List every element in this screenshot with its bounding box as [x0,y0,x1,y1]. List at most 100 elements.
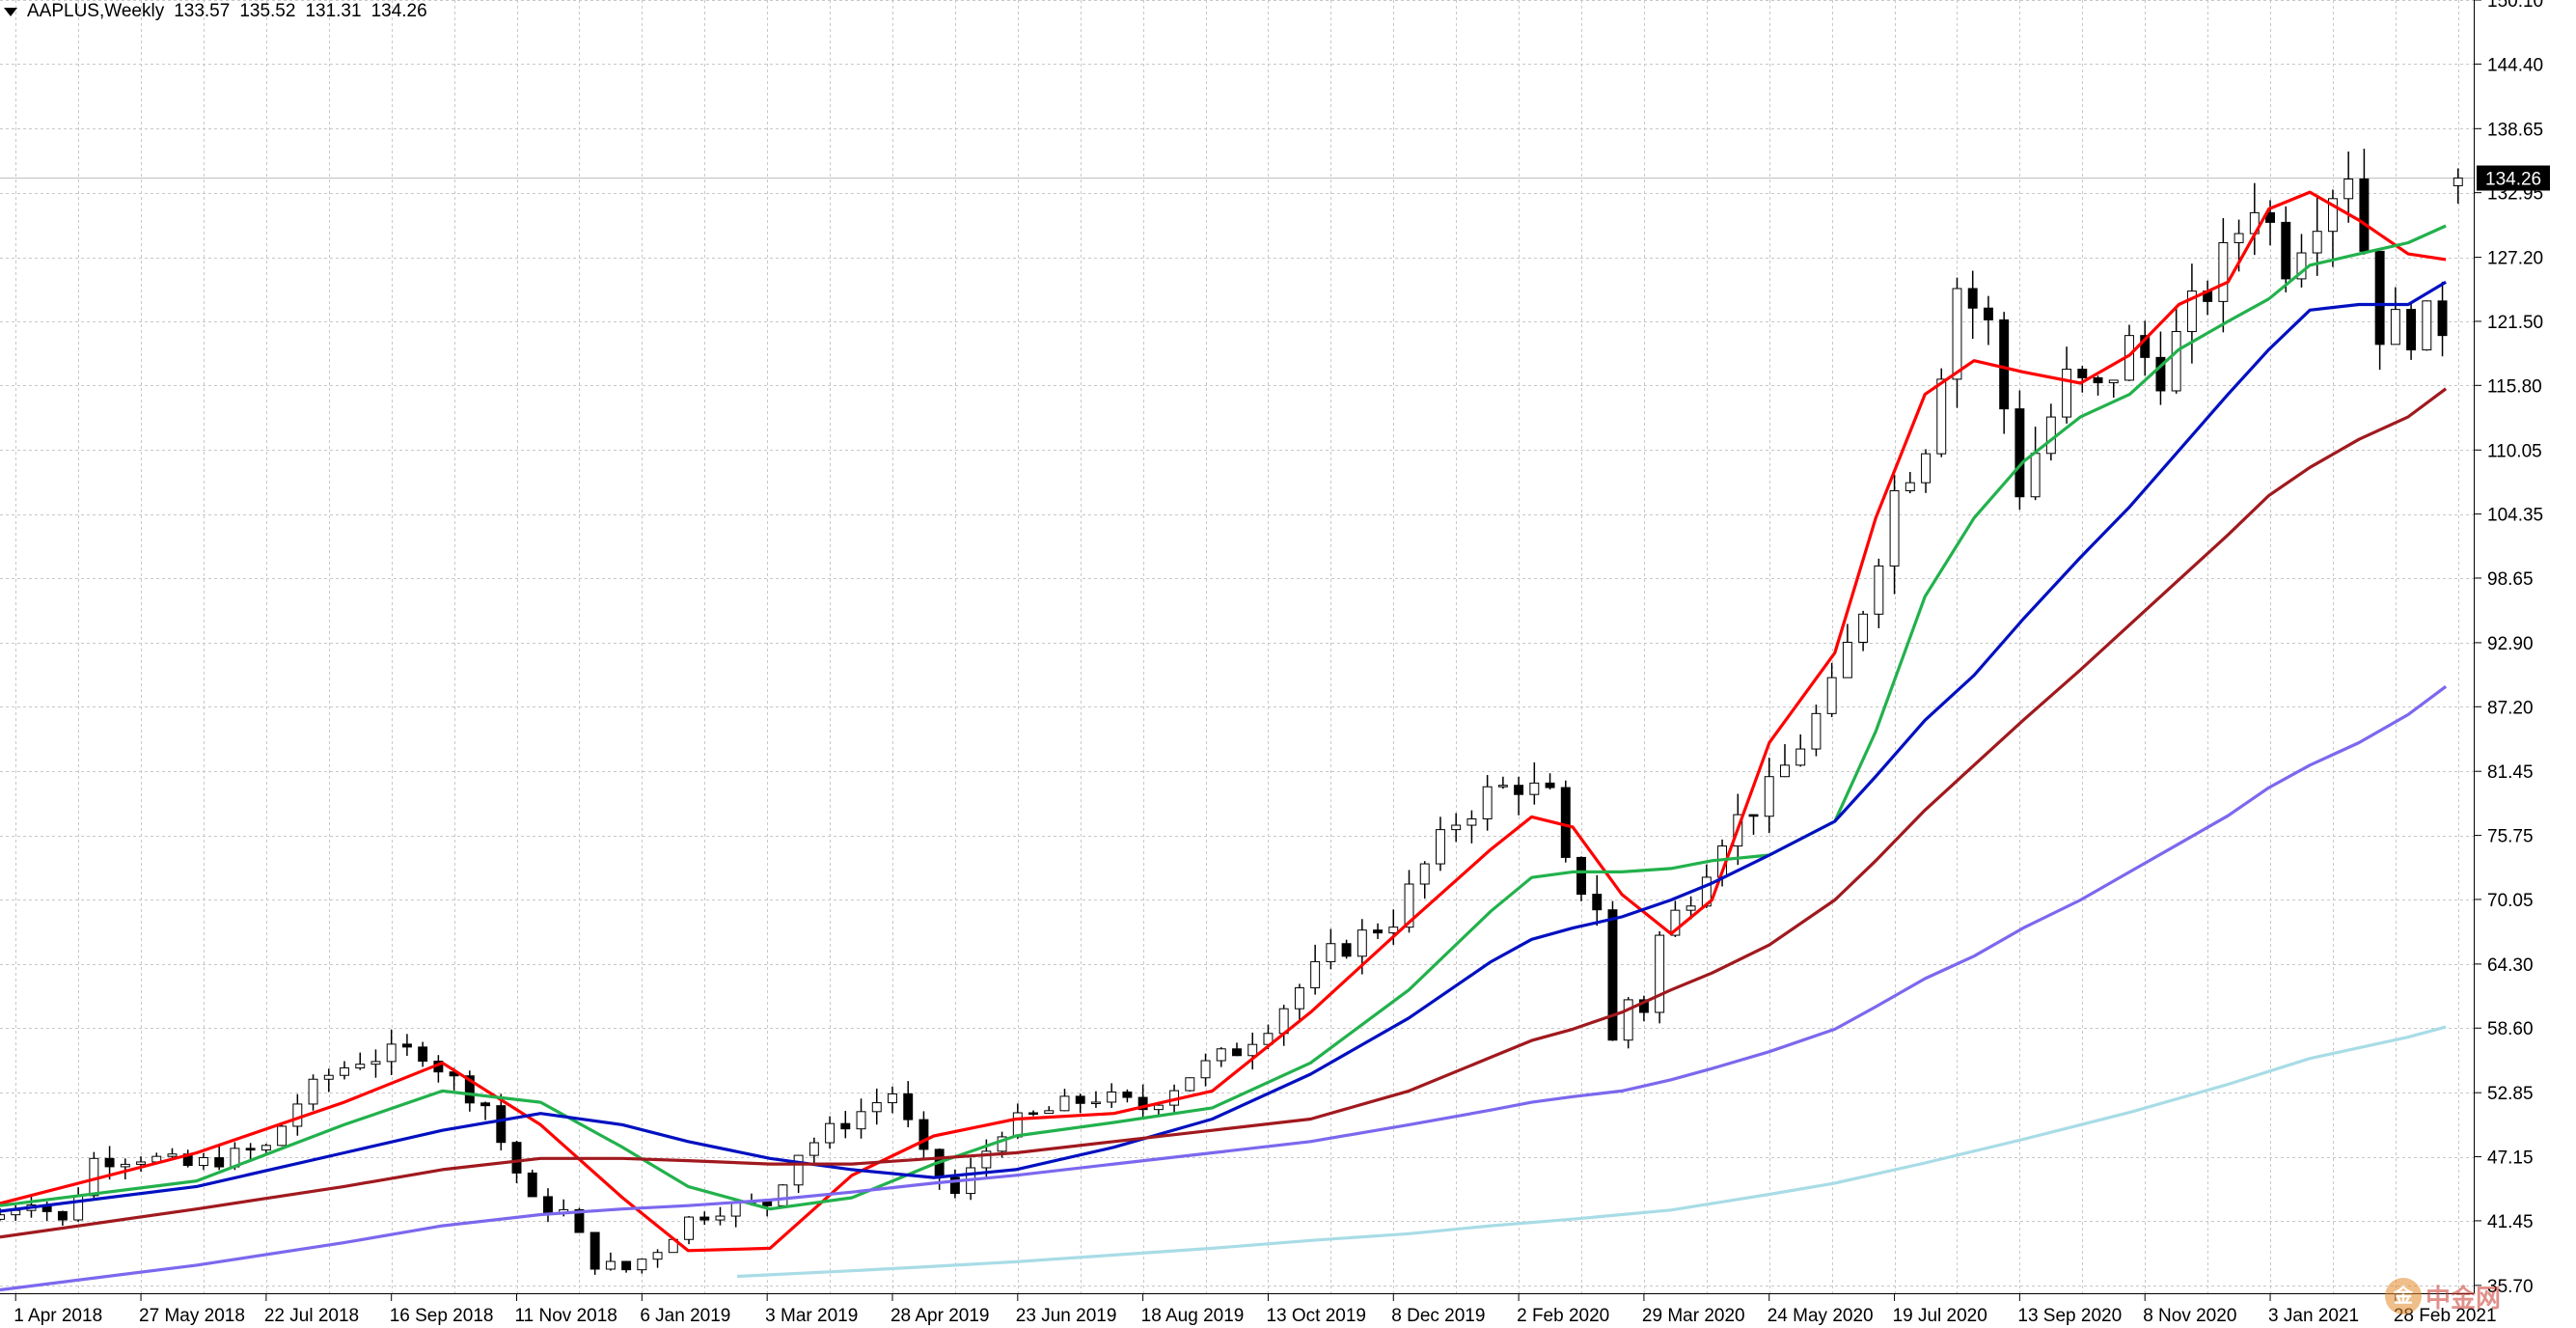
ohlc-close: 134.26 [370,1,427,21]
candle-body [793,1154,804,1186]
candle [1200,1053,1211,1087]
y-tick-label: 121.50 [2487,313,2543,333]
ohlc-open: 133.57 [174,1,231,21]
candle [1826,662,1837,718]
candle-body [2406,309,2417,351]
candle-body [1153,1104,1164,1111]
candle [1764,758,1774,834]
candle [1059,1089,1070,1112]
candle [1983,295,1993,346]
candle [1874,558,1884,628]
candle [2093,375,2103,396]
x-tick-label: 13 Oct 2019 [1266,1306,1366,1326]
candle-body [2422,300,2432,351]
candle-body [949,1176,960,1195]
candle-body [2171,331,2181,392]
x-tick-label: 2 Feb 2020 [1517,1306,1609,1326]
candle [1655,930,1665,1024]
candle-body [871,1102,882,1113]
grid [0,0,2474,1293]
candle [1952,277,1962,408]
candle-body [903,1093,914,1120]
candle [2077,366,2088,393]
candle-body [1545,782,1555,788]
candle-body [825,1122,836,1144]
moving-average-line-5 [0,685,2448,1292]
candle-body [1780,764,1790,778]
y-tick-label: 52.85 [2487,1084,2534,1104]
candle-body [1059,1095,1070,1112]
candle-body [808,1142,819,1156]
watermark-text: 中金网 [2425,1283,2501,1313]
x-tick-label: 28 Apr 2019 [891,1306,989,1326]
candle [1107,1083,1117,1108]
candle-body [1576,856,1586,896]
candle-body [2281,221,2291,280]
candle [308,1074,318,1111]
candle [73,1187,84,1223]
moving-average-line-4 [0,387,2448,1239]
candle-body [496,1105,507,1144]
candle-body [888,1093,897,1104]
candle [120,1158,130,1180]
candle-body [1090,1101,1101,1104]
candle-body [1936,378,1947,455]
x-tick-label: 1 Apr 2018 [14,1306,102,1326]
candle [1780,744,1790,778]
dropdown-triangle-icon[interactable] [4,7,17,16]
x-tick-label: 13 Sep 2020 [2017,1306,2122,1326]
y-tick-label: 144.40 [2487,55,2543,75]
candle-body [1514,785,1524,795]
candle [2203,280,2213,316]
moving-average-line-2 [0,224,2447,1211]
candle [1858,610,1869,651]
moving-average-line-6 [737,1025,2447,1279]
candle [1373,923,1384,939]
candle-body [136,1161,147,1165]
candle-body [1310,960,1321,989]
candle-body [605,1260,616,1270]
x-tick-label: 16 Sep 2018 [390,1306,494,1326]
candle-body [1326,943,1336,962]
candle [871,1088,882,1125]
y-tick-label: 75.75 [2487,827,2534,847]
candle [1090,1091,1101,1108]
candle-body [574,1208,585,1233]
candle-body [2077,369,2088,378]
candle [527,1170,537,1198]
candle [2108,379,2119,398]
candle [1341,939,1352,959]
candle-body [2062,369,2072,418]
candle-body [1795,748,1806,766]
candle-body [0,1214,5,1220]
candle [2437,281,2448,357]
y-tick-label: 81.45 [2487,762,2534,783]
candle [1044,1106,1055,1115]
candle [1075,1093,1085,1114]
candle-body [1497,785,1508,788]
candle-body [840,1122,851,1130]
x-tick-label: 3 Mar 2019 [765,1306,858,1326]
candle-body [2312,231,2322,254]
candle-body [1388,927,1399,934]
candle-body [2453,177,2463,186]
candle-body [1764,776,1774,817]
candle [1435,816,1445,872]
candle-body [2437,300,2448,337]
y-tick-label: 98.65 [2487,569,2534,590]
symbol-label: AAPLUS,Weekly [27,1,165,21]
y-tick-label: 58.60 [2487,1019,2534,1039]
candle [2030,427,2041,501]
candle [2186,263,2197,364]
x-tick-label: 19 Jul 2020 [1893,1306,1987,1326]
candle-body [2390,309,2400,346]
candle-body [1107,1091,1117,1103]
candle [245,1143,256,1161]
candle [2327,189,2338,267]
candle-body [1216,1048,1226,1062]
candle [808,1137,819,1163]
candle-body [73,1195,84,1221]
candle-body [1341,943,1352,957]
